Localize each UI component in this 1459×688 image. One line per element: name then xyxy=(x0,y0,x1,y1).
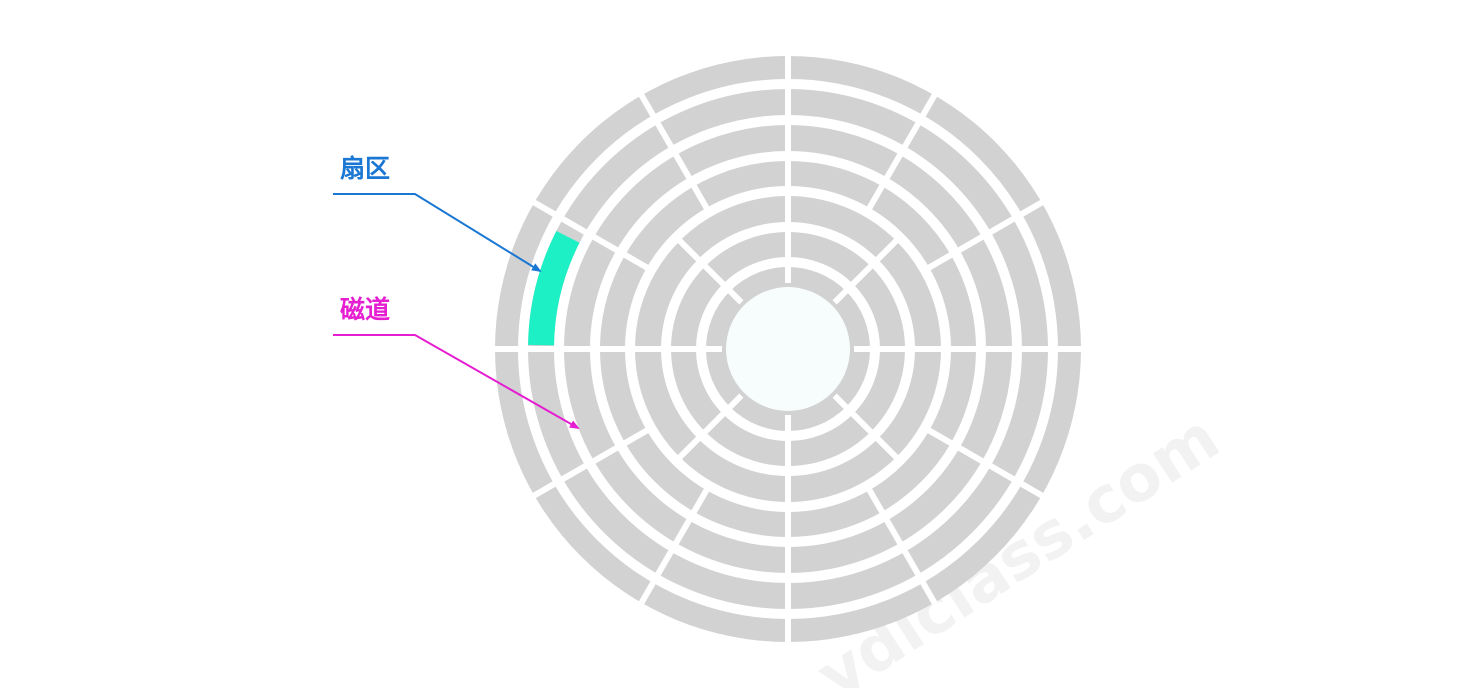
sector-divider xyxy=(832,288,849,305)
sector-divider xyxy=(866,487,886,515)
sector-divider xyxy=(926,427,954,447)
sector-divider xyxy=(531,480,557,499)
sector-divider xyxy=(591,233,619,254)
sector-divider xyxy=(850,411,874,435)
sector-divider xyxy=(622,427,650,447)
sector-divider xyxy=(591,444,619,465)
disk-platter xyxy=(494,55,1082,643)
sector-divider xyxy=(690,487,710,515)
sector-annotation: 扇区 xyxy=(333,154,542,273)
sector-divider xyxy=(676,237,702,263)
sector-divider xyxy=(883,518,904,546)
sector-divider xyxy=(638,580,657,606)
track-gap-6 xyxy=(696,257,880,441)
sector-divider xyxy=(874,237,900,263)
sector-dividers xyxy=(494,55,1082,643)
track-gap-2 xyxy=(554,115,1022,583)
sector-label: 扇区 xyxy=(340,154,390,183)
sector-divider xyxy=(727,393,744,410)
sector-divider xyxy=(560,462,588,483)
sector-divider xyxy=(690,183,710,211)
sector-divider xyxy=(957,233,985,254)
track-gap-1 xyxy=(518,79,1058,619)
sector-divider xyxy=(622,251,650,271)
sector-divider xyxy=(676,435,702,461)
spindle-hub xyxy=(726,287,850,411)
sector-divider xyxy=(654,549,675,577)
sector-divider xyxy=(866,183,886,211)
sector-divider xyxy=(874,435,900,461)
sector-divider xyxy=(883,152,904,180)
track-label: 磁道 xyxy=(340,295,390,324)
sector-divider xyxy=(702,263,726,287)
sector-leader-line xyxy=(333,193,542,273)
sector-divider xyxy=(919,92,938,118)
sector-divider xyxy=(988,462,1016,483)
sector-divider xyxy=(727,288,744,305)
highlighted-sector xyxy=(528,230,580,346)
sector-divider xyxy=(988,215,1016,236)
track-leader-line xyxy=(333,334,580,429)
sector-divider xyxy=(672,518,693,546)
sector-divider xyxy=(1019,199,1045,218)
sector-divider xyxy=(957,444,985,465)
sector-divider xyxy=(1019,480,1045,499)
track-annotation: 磁道 xyxy=(333,295,580,429)
sector-divider xyxy=(654,121,675,149)
sector-divider xyxy=(531,199,557,218)
sector-divider xyxy=(850,263,874,287)
sector-divider xyxy=(832,393,849,410)
sector-divider xyxy=(926,251,954,271)
track-gaps xyxy=(518,79,1058,619)
sector-divider xyxy=(702,411,726,435)
sector-divider xyxy=(901,121,922,149)
track-gap-4 xyxy=(625,186,951,512)
track-gap-5 xyxy=(661,222,915,476)
sector-divider xyxy=(672,152,693,180)
sector-divider xyxy=(901,549,922,577)
sector-divider xyxy=(638,92,657,118)
sector-divider xyxy=(560,215,588,236)
sector-divider xyxy=(919,580,938,606)
track-gap-3 xyxy=(590,151,986,547)
